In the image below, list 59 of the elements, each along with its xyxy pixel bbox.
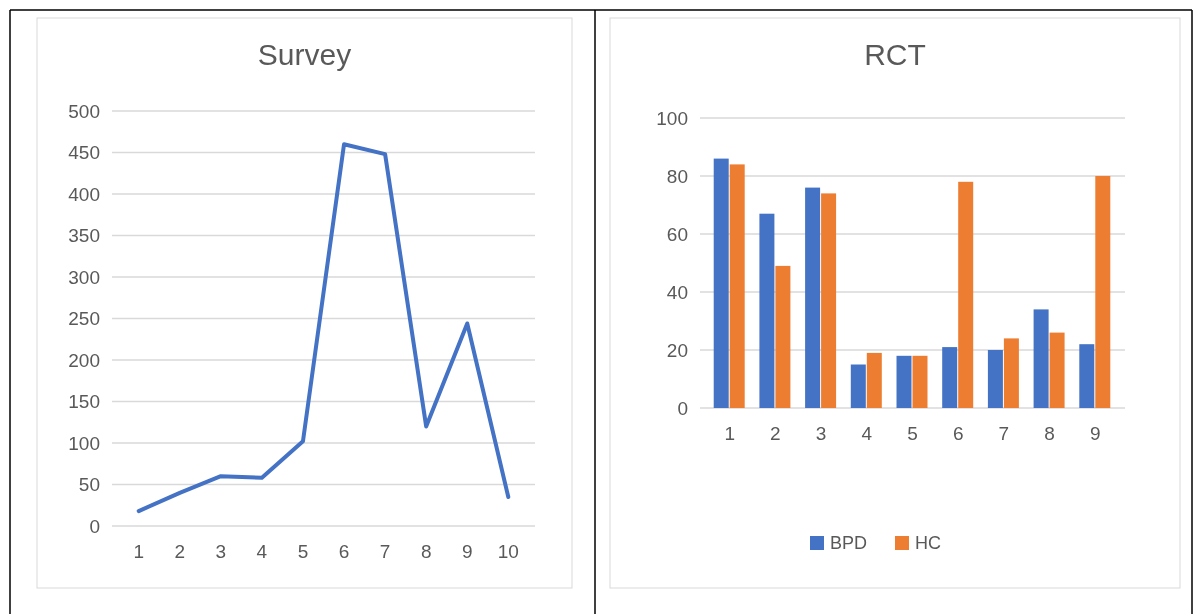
y-tick-label: 40 (666, 281, 688, 303)
x-tick-label: 3 (215, 541, 227, 562)
bar (912, 355, 928, 408)
bar (850, 364, 866, 408)
y-tick-label: 400 (68, 183, 100, 205)
x-tick-label: 3 (815, 423, 827, 444)
y-tick-label: 50 (78, 474, 100, 496)
x-tick-label: 7 (998, 423, 1010, 444)
x-tick-label: 2 (174, 541, 186, 562)
x-tick-label: 7 (379, 541, 391, 562)
bar (1033, 309, 1049, 408)
y-tick-label: 250 (68, 308, 100, 330)
bar (1079, 344, 1095, 408)
x-tick-label: 2 (770, 423, 781, 444)
bar (958, 181, 974, 408)
bar (866, 352, 882, 408)
bar (1095, 176, 1111, 408)
y-tick-label: 300 (68, 266, 100, 288)
bar (1049, 332, 1065, 408)
y-tick-label: 0 (89, 515, 100, 537)
y-tick-label: 100 (656, 107, 688, 129)
bar (896, 355, 912, 408)
bar (987, 350, 1003, 408)
line-series (136, 142, 511, 514)
bar (821, 193, 837, 408)
x-tick-label: 8 (1044, 423, 1055, 444)
bar (775, 265, 791, 408)
y-tick-label: 20 (666, 339, 688, 361)
bar (1003, 338, 1019, 408)
x-tick-label: 1 (133, 541, 144, 562)
legend-label: BPD (830, 533, 868, 554)
chart-title: RCT (864, 38, 926, 71)
y-tick-label: 60 (666, 223, 688, 245)
x-tick-label: 10 (497, 541, 519, 562)
y-tick-label: 500 (68, 100, 100, 122)
x-tick-label: 8 (420, 541, 432, 562)
y-tick-label: 150 (68, 391, 100, 413)
x-tick-label: 5 (297, 541, 309, 562)
x-tick-label: 5 (907, 423, 918, 444)
x-tick-label: 9 (1090, 423, 1101, 444)
bar (759, 213, 775, 408)
bar (942, 347, 958, 408)
x-tick-label: 4 (861, 423, 873, 444)
y-tick-label: 0 (677, 397, 688, 419)
chart-title: Survey (257, 38, 352, 71)
bar (729, 164, 745, 408)
y-tick-label: 450 (68, 142, 100, 164)
bar (805, 187, 821, 408)
y-tick-label: 100 (68, 432, 100, 454)
y-tick-label: 80 (666, 165, 688, 187)
y-tick-label: 350 (68, 225, 100, 247)
x-tick-label: 6 (338, 541, 350, 562)
y-tick-label: 200 (68, 349, 100, 371)
x-tick-label: 4 (256, 541, 268, 562)
x-tick-label: 1 (724, 423, 735, 444)
legend-label: HC (915, 533, 941, 554)
x-tick-label: 6 (952, 423, 964, 444)
x-tick-label: 9 (461, 541, 473, 562)
bar (713, 158, 729, 408)
